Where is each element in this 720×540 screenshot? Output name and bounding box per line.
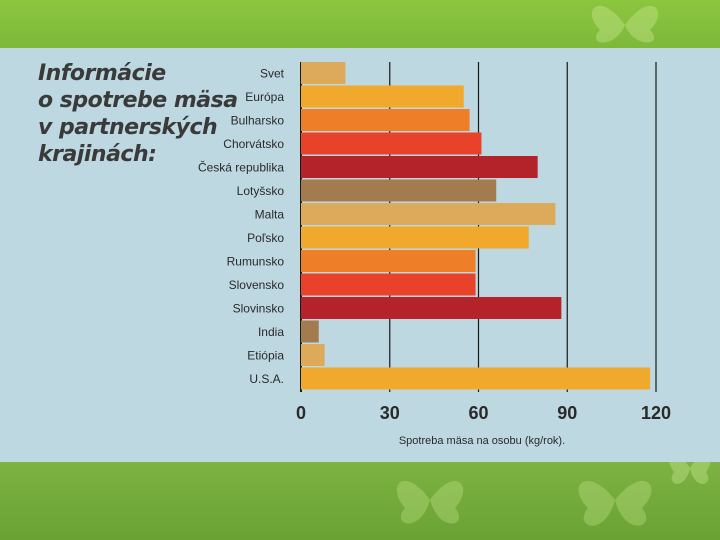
bar [301,203,556,225]
category-label: Slovinsko [233,302,285,316]
category-label: India [258,325,284,339]
category-label: Lotyšsko [237,184,285,198]
tick-label: 90 [557,403,577,423]
bar [301,273,476,296]
category-label: U.S.A. [249,372,284,386]
category-label: Európa [245,90,284,104]
page-title: Informácie o spotrebe mäsa v partnerskýc… [38,60,238,168]
category-label: Etiópia [247,349,284,363]
category-label: Chorvátsko [223,137,284,151]
bar [301,85,464,108]
title-line: Informácie [38,61,166,86]
title-line: v partnerských [38,115,218,140]
bar [301,226,529,249]
background-bottom [0,462,720,540]
title-line: o spotrebe mäsa [38,88,238,113]
tick-label: 60 [468,403,488,423]
x-axis-label: Spotreba mäsa na osobu (kg/rok). [399,435,565,447]
butterfly-icon [591,5,659,43]
category-label: Česká republika [198,160,284,175]
bar [301,62,346,84]
title-line: krajinách: [38,142,157,167]
bar [301,179,497,202]
category-label: Bulharsko [231,114,285,128]
bar [301,367,651,390]
tick-label: 0 [296,403,306,423]
tick-label: 30 [380,403,400,423]
background-top [0,0,720,48]
category-label: Slovensko [229,278,285,292]
category-label: Malta [255,208,285,222]
category-label: Svet [260,67,285,81]
bar [301,297,562,319]
bar [301,132,482,155]
bar [301,320,319,343]
bar [301,156,538,178]
butterfly-icon [396,481,464,524]
category-label: Poľsko [247,231,284,245]
bar [301,109,470,131]
category-label: Rumunsko [227,255,285,269]
bar [301,250,476,272]
butterfly-icon [578,481,652,526]
bar [301,344,325,366]
tick-label: 120 [641,403,671,423]
